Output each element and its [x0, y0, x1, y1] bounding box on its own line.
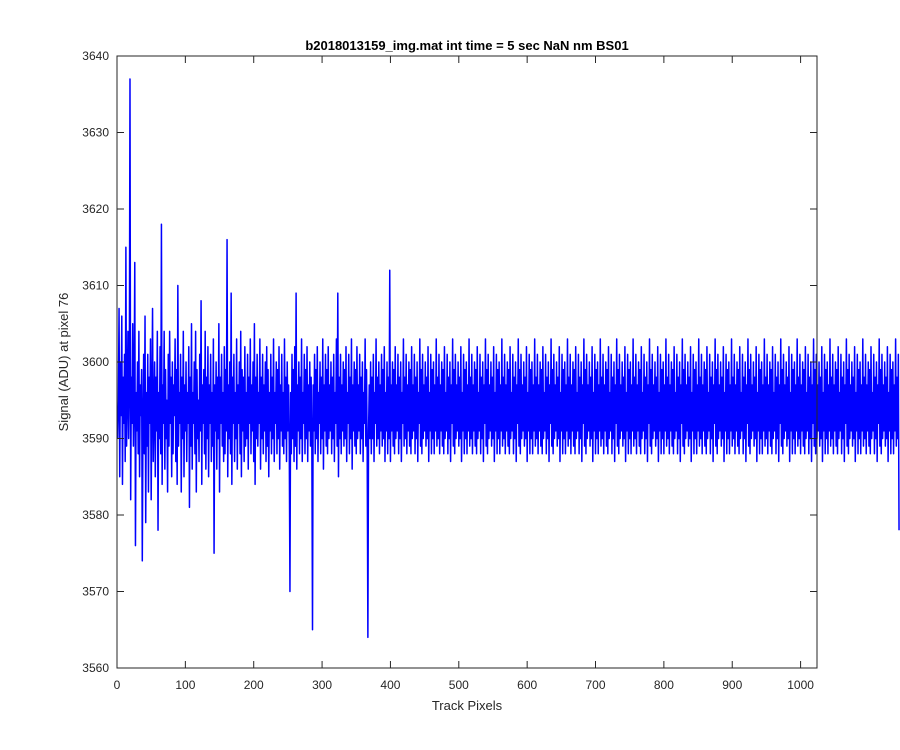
x-axis-label: Track Pixels: [432, 698, 503, 713]
x-tick-label: 800: [654, 678, 674, 692]
x-axis-ticks: 0 100 200 300 400 500 600 700 800 900 1000: [114, 56, 814, 692]
x-tick-label: 100: [175, 678, 195, 692]
x-tick-label: 500: [449, 678, 469, 692]
y-tick-label: 3640: [82, 49, 109, 63]
x-tick-label: 900: [722, 678, 742, 692]
y-tick-label: 3560: [82, 661, 109, 675]
x-tick-label: 200: [244, 678, 264, 692]
x-tick-label: 300: [312, 678, 332, 692]
y-tick-label: 3630: [82, 126, 109, 140]
y-tick-label: 3580: [82, 508, 109, 522]
x-tick-label: 0: [114, 678, 121, 692]
chart-title: b2018013159_img.mat int time = 5 sec NaN…: [305, 38, 628, 53]
x-tick-label: 1000: [787, 678, 814, 692]
y-tick-label: 3620: [82, 202, 109, 216]
y-tick-label: 3570: [82, 585, 109, 599]
series-line-0: [116, 78, 900, 639]
y-tick-label: 3590: [82, 432, 109, 446]
y-axis-ticks: 3560 3570 3580 3590 3600 3610 3620 3630 3640: [82, 49, 817, 675]
y-tick-label: 3610: [82, 279, 109, 293]
series-group: [116, 78, 900, 639]
x-tick-label: 600: [517, 678, 537, 692]
y-tick-label: 3600: [82, 355, 109, 369]
x-tick-label: 400: [380, 678, 400, 692]
axes-frame: [116, 55, 818, 669]
x-tick-label: 700: [586, 678, 606, 692]
y-axis-label: Signal (ADU) at pixel 76: [56, 293, 71, 432]
